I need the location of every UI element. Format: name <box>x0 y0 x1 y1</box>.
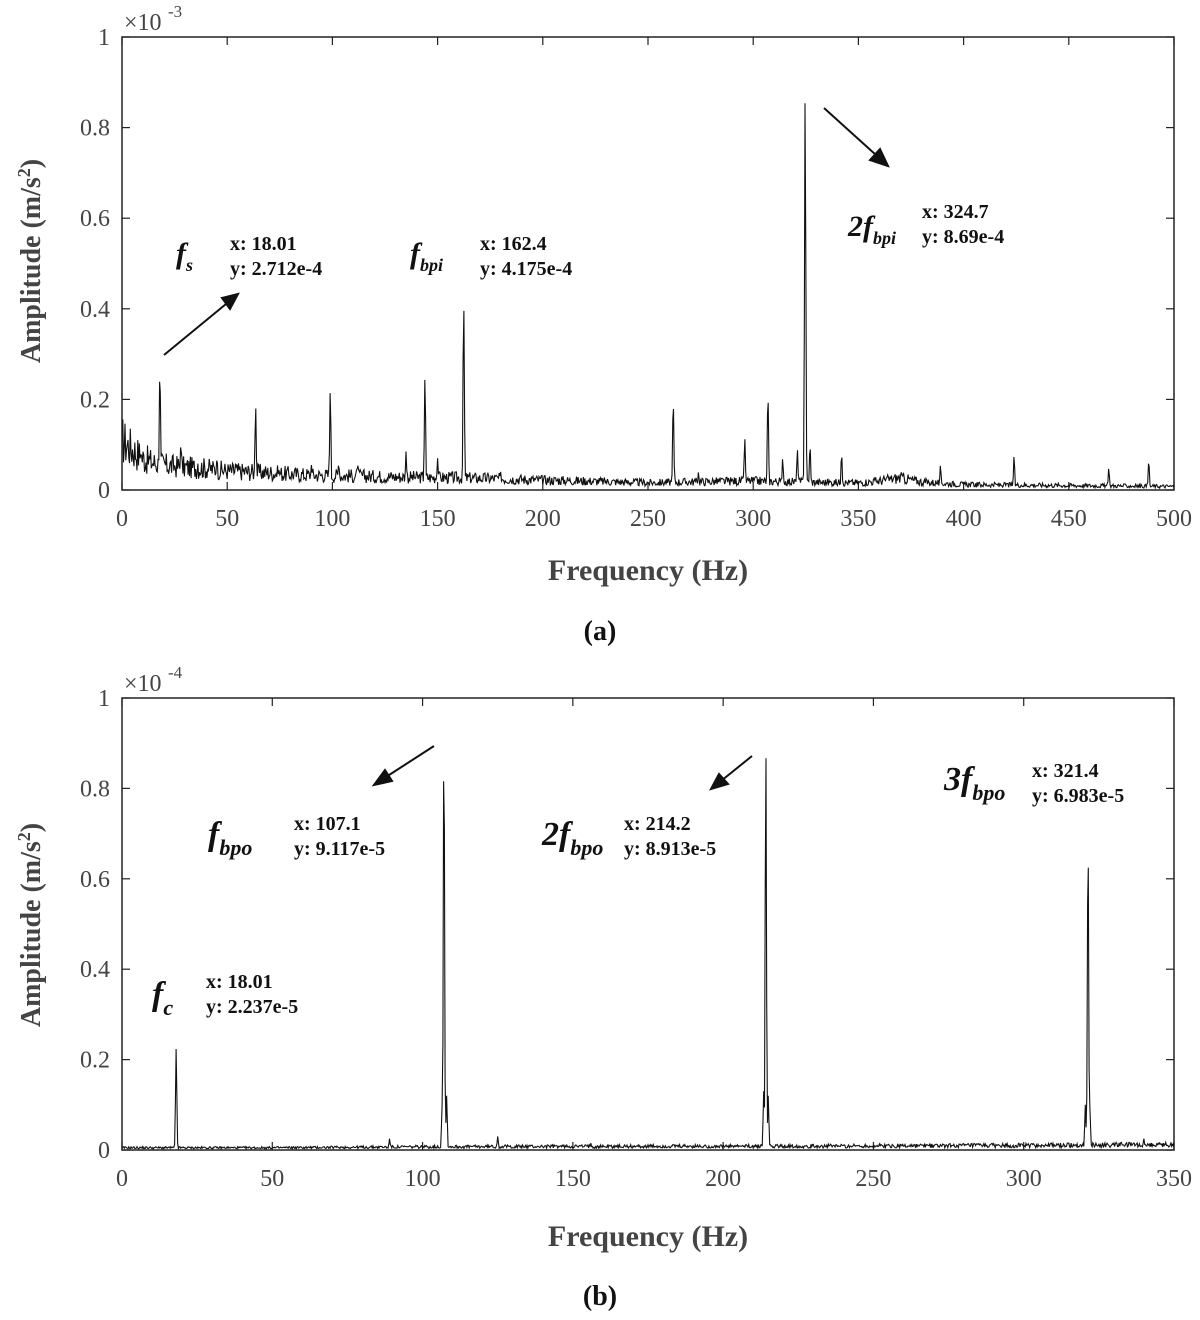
exponent-power-b: -4 <box>168 663 183 682</box>
annotation-fc-y: y: 2.237e-5 <box>206 996 298 1018</box>
annotation-fs: fs x: 18.01 y: 2.712e-4 <box>176 233 322 280</box>
annotation-2fbpo: 2fbpo x: 214.2 y: 8.913e-5 <box>541 813 716 860</box>
annotation-fs-y: y: 2.712e-4 <box>230 258 322 280</box>
x-axis-label-b: Frequency (Hz) <box>548 1220 748 1253</box>
exponent-power-a: -3 <box>168 2 182 21</box>
y-tick-label-a: 0.8 <box>80 116 110 142</box>
exponent-base-b: ×10 <box>124 671 162 697</box>
x-tick-label-b: 300 <box>1006 1166 1042 1192</box>
y-tick-label-a: 0 <box>98 478 110 504</box>
y-tick-label-b: 0.6 <box>80 867 110 893</box>
annotation-3fbpo: 3fbpo x: 321.4 y: 6.983e-5 <box>943 760 1124 807</box>
x-tick-label-b: 200 <box>705 1166 741 1192</box>
x-tick-label-a: 0 <box>116 506 128 532</box>
chart-panel-a: ×10 -3 Amplitude (m/s2) Frequency (Hz) (… <box>14 2 1192 647</box>
exponent-base-a: ×10 <box>124 10 162 36</box>
annotation-2fbpi-y: y: 8.69e-4 <box>922 226 1004 248</box>
annotation-fbpo-symbol: fbpo <box>208 816 252 860</box>
annotation-fbpi-x: x: 162.4 <box>480 233 547 255</box>
annotation-3fbpo-y: y: 6.983e-5 <box>1032 785 1124 807</box>
annotation-fbpi-symbol: fbpi <box>410 237 443 275</box>
y-axis-label-b: Amplitude (m/s2) <box>14 823 47 1027</box>
spectrum-series-b <box>121 758 1175 1151</box>
y-tick-label-b: 0.8 <box>80 776 110 802</box>
annotation-arrows-b <box>371 745 753 791</box>
annotation-3fbpo-symbol: 3fbpo <box>943 761 1005 805</box>
y-tick-label-b: 1 <box>98 686 110 712</box>
arrow-head-fs <box>220 292 240 311</box>
annotation-2fbpo-symbol: 2fbpo <box>541 816 603 860</box>
arrow-line-fbpo <box>385 745 435 778</box>
annotation-fbpi: fbpi x: 162.4 y: 4.175e-4 <box>410 233 572 280</box>
x-axis-label-a: Frequency (Hz) <box>548 554 748 587</box>
x-tick-label-b: 150 <box>555 1166 591 1192</box>
annotation-fc-symbol: fc <box>152 976 173 1020</box>
spectrum-series-a <box>121 103 1175 490</box>
x-tick-label-b: 100 <box>405 1166 441 1192</box>
y-axis-label-a: Amplitude (m/s2) <box>14 159 47 363</box>
y-tick-label-a: 0.6 <box>80 206 110 232</box>
x-tick-label-a: 150 <box>420 506 456 532</box>
exponent-label-a: ×10 -3 <box>124 2 182 36</box>
x-tick-label-b: 350 <box>1156 1166 1192 1192</box>
x-tick-label-a: 500 <box>1156 506 1192 532</box>
y-tick-label-b: 0 <box>98 1138 110 1164</box>
annotation-fc-x: x: 18.01 <box>206 971 273 993</box>
annotation-arrows-a <box>163 107 890 356</box>
arrow-line-2fbpi <box>823 107 877 156</box>
annotation-2fbpi-x: x: 324.7 <box>922 201 989 223</box>
annotation-fbpo: fbpo x: 107.1 y: 9.117e-5 <box>208 813 385 860</box>
annotation-2fbpo-x: x: 214.2 <box>624 813 691 835</box>
panel-label-b: (b) <box>583 1281 617 1312</box>
annotation-fc: fc x: 18.01 y: 2.237e-5 <box>152 971 298 1020</box>
annotation-fbpi-y: y: 4.175e-4 <box>480 258 572 280</box>
arrow-head-2fbpi <box>868 147 890 168</box>
annotation-fbpo-x: x: 107.1 <box>294 813 361 835</box>
x-tick-label-a: 250 <box>630 506 666 532</box>
chart-panel-b: ×10 -4 Amplitude (m/s2) Frequency (Hz) (… <box>14 663 1192 1312</box>
x-tick-label-b: 0 <box>116 1166 128 1192</box>
arrow-line-fs <box>163 303 227 356</box>
annotation-2fbpi: 2fbpi x: 324.7 y: 8.69e-4 <box>847 201 1004 248</box>
y-tick-label-a: 1 <box>98 25 110 51</box>
annotation-fbpo-y: y: 9.117e-5 <box>294 838 385 860</box>
exponent-label-b: ×10 -4 <box>124 663 183 697</box>
x-tick-label-a: 450 <box>1051 506 1087 532</box>
x-tick-label-a: 300 <box>735 506 771 532</box>
x-tick-label-b: 250 <box>855 1166 891 1192</box>
plot-frame-b <box>121 697 1175 1151</box>
annotation-fs-symbol: fs <box>176 237 193 275</box>
x-tick-label-a: 350 <box>840 506 876 532</box>
annotation-2fbpo-y: y: 8.913e-5 <box>624 838 716 860</box>
annotation-fs-x: x: 18.01 <box>230 233 297 255</box>
panel-label-a: (a) <box>584 616 617 647</box>
arrow-head-2fbpo <box>708 772 730 791</box>
y-tick-label-a: 0.2 <box>80 387 110 413</box>
x-tick-label-a: 200 <box>525 506 561 532</box>
annotation-2fbpi-symbol: 2fbpi <box>847 210 896 248</box>
y-tick-label-b: 0.4 <box>80 957 110 983</box>
x-tick-label-a: 100 <box>314 506 350 532</box>
arrow-head-fbpo <box>371 768 394 787</box>
arrow-line-2fbpo <box>720 755 753 782</box>
annotation-3fbpo-x: x: 321.4 <box>1032 760 1099 782</box>
x-tick-label-a: 50 <box>215 506 239 532</box>
y-tick-label-a: 0.4 <box>80 297 110 323</box>
x-tick-label-a: 400 <box>946 506 982 532</box>
x-tick-label-b: 50 <box>260 1166 284 1192</box>
y-tick-label-b: 0.2 <box>80 1048 110 1074</box>
